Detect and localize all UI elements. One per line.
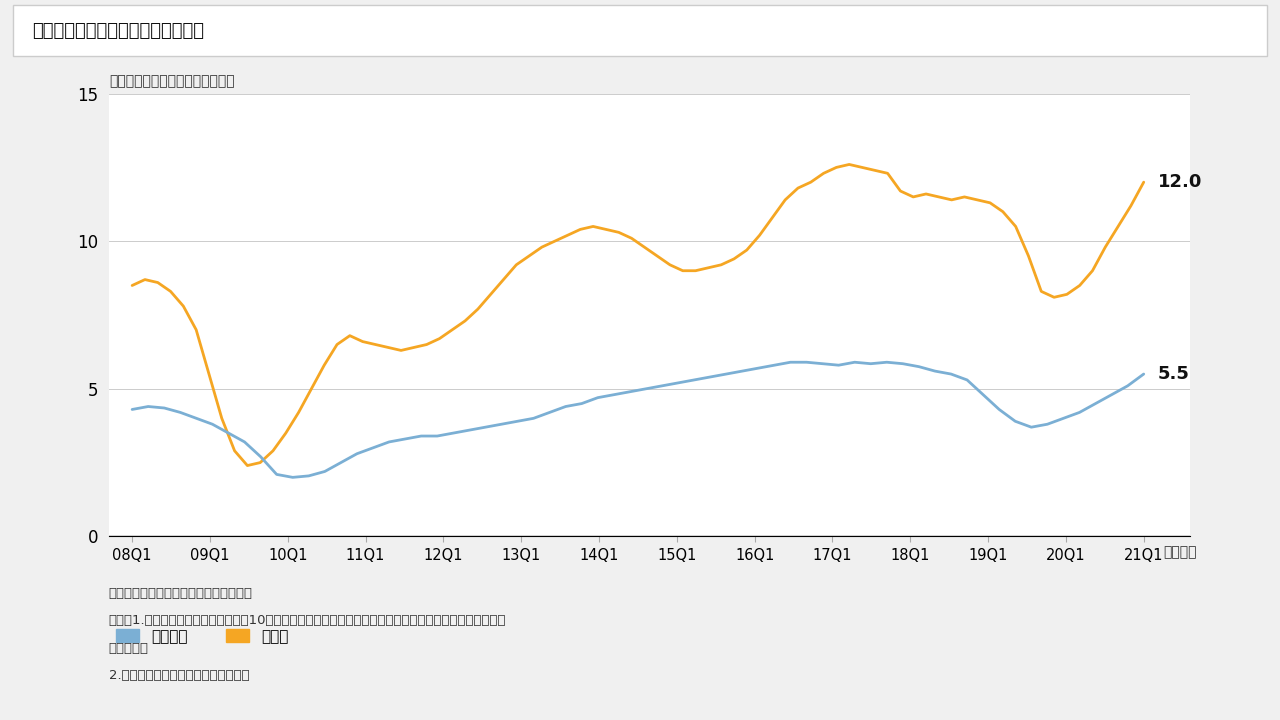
Text: （注）1.ここでいう大企業とは資本金10億円以上の企業、中小企業とは資本金１千万円以上１億円未満の企: （注）1.ここでいう大企業とは資本金10億円以上の企業、中小企業とは資本金１千万… [109,614,507,627]
Text: 5.5: 5.5 [1157,365,1189,383]
Legend: 中小企業, 大企業: 中小企業, 大企業 [116,629,289,644]
Text: 業とする。: 業とする。 [109,642,148,654]
Text: （年期）: （年期） [1164,545,1197,559]
Text: （兆円・後方４四半期移動平均）: （兆円・後方４四半期移動平均） [109,74,234,88]
Text: 資料：財務省「法人企業統計調査季報」: 資料：財務省「法人企業統計調査季報」 [109,587,253,600]
FancyBboxPatch shape [13,5,1267,56]
Text: 2.金融業、保険業は含まれていない。: 2.金融業、保険業は含まれていない。 [109,669,250,682]
Text: 企業規模別に見た、経常利益の推移: 企業規模別に見た、経常利益の推移 [32,22,204,40]
Text: 12.0: 12.0 [1157,174,1202,192]
